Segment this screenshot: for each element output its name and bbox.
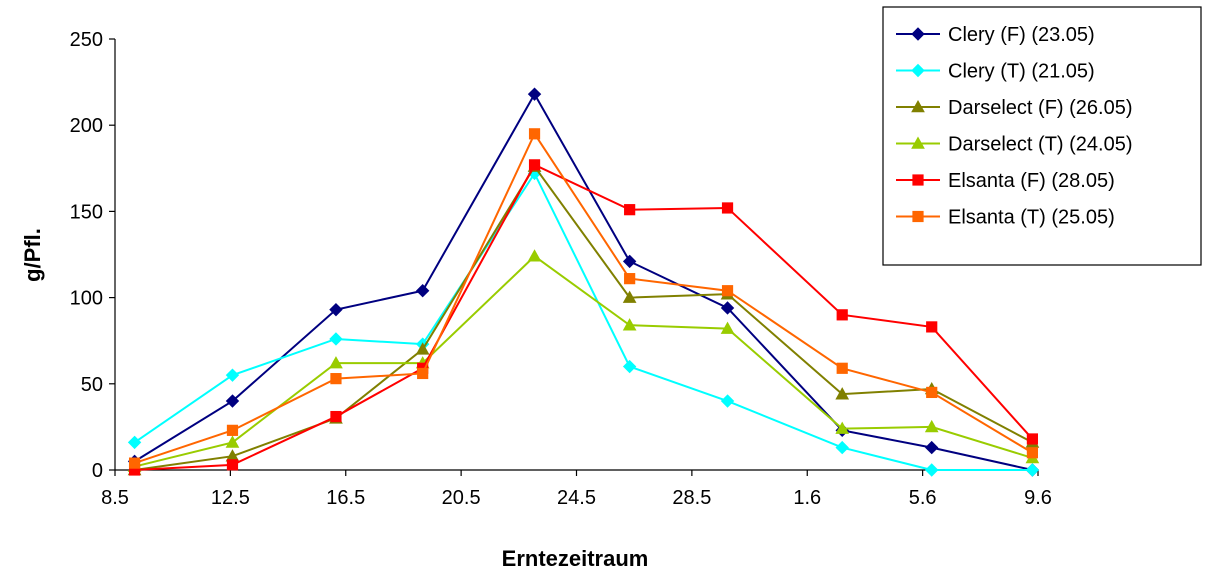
series-1 bbox=[127, 166, 1040, 477]
data-point bbox=[226, 424, 239, 436]
data-point bbox=[624, 204, 636, 216]
data-point bbox=[925, 463, 939, 477]
x-tick-label: 16.5 bbox=[326, 487, 365, 509]
legend: Clery (F) (23.05) Clery (T) (21.05) Darsel… bbox=[882, 6, 1202, 266]
series-line bbox=[134, 131, 1033, 465]
data-point bbox=[835, 440, 849, 455]
data-point bbox=[330, 373, 342, 385]
y-axis-title: g/Pfl. bbox=[20, 228, 45, 282]
data-point bbox=[622, 254, 637, 269]
x-tick-label: 24.5 bbox=[557, 487, 596, 509]
data-point bbox=[835, 387, 850, 400]
data-point bbox=[527, 249, 542, 262]
series-layer bbox=[127, 87, 1040, 477]
legend-entry: Darselect (T) (24.05) bbox=[896, 134, 1133, 156]
data-point bbox=[329, 356, 343, 369]
data-point bbox=[721, 202, 734, 214]
legend-entry: Clery (F) (23.05) bbox=[896, 24, 1095, 46]
legend-marker bbox=[911, 63, 925, 78]
data-point bbox=[128, 457, 141, 469]
legend-label: Darselect (T) (24.05) bbox=[948, 134, 1133, 156]
axes: 0 50 100 150 200 250 8.5 12.5 16.5 20.5 24.5 28.5 1.… bbox=[70, 29, 1052, 509]
x-tick-label: 20.5 bbox=[442, 487, 481, 509]
series-line bbox=[134, 92, 1033, 471]
data-point bbox=[925, 440, 939, 455]
y-tick-label: 250 bbox=[70, 29, 103, 51]
x-tick-label: 9.6 bbox=[1024, 487, 1052, 509]
data-point bbox=[622, 318, 637, 331]
series-4 bbox=[128, 159, 1039, 476]
y-tick-label: 200 bbox=[70, 115, 103, 137]
legend-label: Clery (F) (23.05) bbox=[948, 24, 1095, 46]
legend-entry: Darselect (F) (26.05) bbox=[896, 97, 1133, 119]
series-line bbox=[134, 171, 1033, 471]
data-point bbox=[836, 309, 848, 321]
data-point bbox=[1026, 433, 1039, 445]
x-tick-label: 8.5 bbox=[101, 487, 129, 509]
data-point bbox=[226, 459, 239, 471]
y-tick-label: 50 bbox=[81, 374, 103, 396]
data-point bbox=[720, 321, 735, 334]
legend-marker bbox=[912, 210, 924, 223]
series-line bbox=[134, 254, 1033, 468]
legend-label: Darselect (F) (26.05) bbox=[948, 97, 1133, 119]
data-point bbox=[1025, 463, 1040, 477]
legend-entry: Elsanta (T) (25.05) bbox=[896, 207, 1115, 229]
legend-marker bbox=[911, 99, 925, 113]
x-tick-label: 1.6 bbox=[793, 487, 821, 509]
x-tick-label: 12.5 bbox=[211, 487, 250, 509]
data-point bbox=[720, 394, 735, 408]
data-point bbox=[622, 359, 637, 374]
data-point bbox=[924, 419, 939, 433]
legend-entry: Elsanta (F) (28.05) bbox=[896, 170, 1115, 192]
data-point bbox=[720, 301, 735, 315]
data-point bbox=[1026, 447, 1039, 459]
y-tick-label: 100 bbox=[70, 288, 103, 310]
data-point bbox=[330, 410, 342, 423]
data-point bbox=[225, 394, 240, 408]
data-point bbox=[926, 386, 938, 399]
series-line bbox=[134, 163, 1034, 471]
x-axis-title: Erntezeitraum bbox=[502, 546, 649, 571]
data-point bbox=[127, 435, 142, 450]
data-point bbox=[624, 273, 636, 285]
data-point bbox=[225, 368, 240, 382]
data-point bbox=[528, 159, 541, 171]
data-point bbox=[329, 302, 343, 317]
legend-label: Clery (T) (21.05) bbox=[948, 61, 1095, 83]
data-point bbox=[622, 290, 637, 303]
data-point bbox=[835, 421, 850, 434]
data-point bbox=[836, 362, 848, 374]
y-tick-label: 150 bbox=[70, 201, 103, 223]
data-point bbox=[527, 87, 542, 101]
series-line bbox=[134, 164, 1033, 471]
x-tick-label: 28.5 bbox=[672, 487, 711, 509]
legend-marker bbox=[911, 136, 925, 149]
legend-marker bbox=[911, 27, 925, 41]
legend-box bbox=[882, 6, 1202, 266]
legend-label: Elsanta (T) (25.05) bbox=[948, 207, 1115, 229]
data-point bbox=[528, 128, 541, 140]
y-tick-label: 0 bbox=[92, 460, 103, 482]
data-point bbox=[415, 283, 430, 298]
series-3 bbox=[127, 249, 1040, 472]
legend-label: Elsanta (F) (28.05) bbox=[948, 170, 1115, 192]
series-5 bbox=[128, 128, 1039, 469]
data-point bbox=[415, 342, 430, 355]
data-point bbox=[721, 285, 734, 297]
legend-entry: Clery (T) (21.05) bbox=[896, 61, 1095, 83]
data-point bbox=[329, 332, 343, 346]
data-point bbox=[926, 321, 938, 333]
data-point bbox=[225, 435, 240, 448]
x-tick-label: 5.6 bbox=[909, 487, 937, 509]
data-point bbox=[417, 367, 429, 380]
legend-marker bbox=[912, 174, 924, 186]
